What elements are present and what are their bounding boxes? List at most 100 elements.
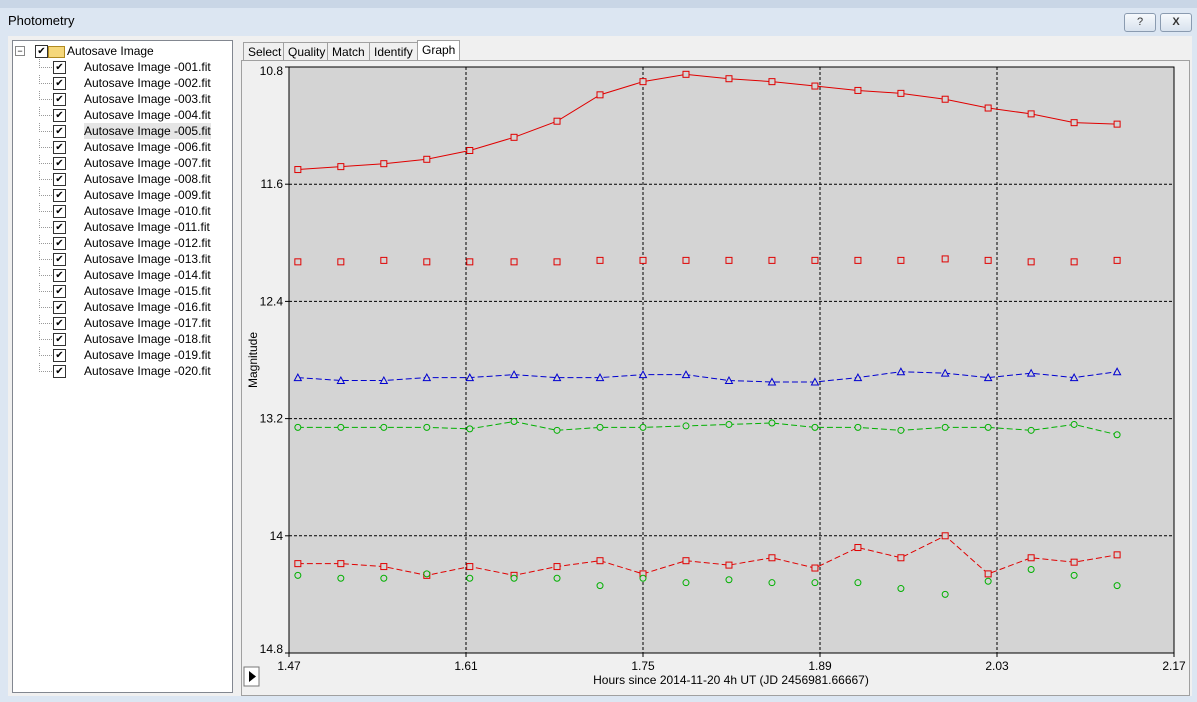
marker [682, 557, 690, 565]
checkbox[interactable]: ✔ [35, 45, 48, 58]
series-line [297, 421, 1118, 436]
marker [638, 370, 648, 379]
marker [854, 256, 862, 264]
marker [897, 426, 905, 434]
marker [854, 423, 862, 431]
marker [380, 574, 388, 582]
marker [294, 258, 302, 266]
marker [639, 78, 647, 86]
marker [1113, 120, 1121, 128]
marker [1070, 258, 1078, 266]
folder-icon [48, 46, 65, 58]
marker [1113, 256, 1121, 264]
checkbox[interactable]: ✔ [53, 285, 66, 298]
marker [553, 117, 561, 125]
tab[interactable]: Identify [369, 42, 418, 61]
marker [423, 155, 431, 163]
marker [336, 375, 346, 385]
tree-item-label: Autosave Image -013.fit [84, 252, 211, 266]
marker [854, 86, 862, 94]
tree-connector [39, 203, 54, 212]
tree-connector [39, 235, 54, 244]
marker [596, 557, 604, 565]
marker [768, 419, 776, 427]
marker [897, 89, 905, 97]
marker [380, 563, 388, 571]
checkbox[interactable]: ✔ [53, 333, 66, 346]
marker [1027, 258, 1035, 266]
tree-connector [39, 299, 54, 308]
tree-item-label: Autosave Image -020.fit [84, 364, 211, 378]
marker [595, 373, 605, 382]
marker [639, 423, 647, 431]
tree-connector [39, 75, 54, 84]
marker [682, 256, 690, 264]
close-button[interactable]: X [1160, 13, 1192, 32]
marker [854, 544, 862, 552]
marker [510, 258, 518, 266]
tree-connector [39, 331, 54, 340]
marker [1113, 551, 1121, 559]
x-tick-label: 1.47 [277, 659, 301, 673]
tree-item-label: Autosave Image -011.fit [84, 220, 210, 234]
checkbox[interactable]: ✔ [53, 141, 66, 154]
checkbox[interactable]: ✔ [53, 125, 66, 138]
marker [811, 423, 819, 431]
help-button[interactable]: ? [1124, 13, 1156, 32]
marker [940, 368, 950, 377]
tree-item-label: Autosave Image -006.fit [84, 140, 211, 154]
marker [422, 373, 432, 382]
checkbox[interactable]: ✔ [53, 237, 66, 250]
tree-connector [39, 347, 54, 356]
checkbox[interactable]: ✔ [53, 93, 66, 106]
tree-item-label: Autosave Image -016.fit [84, 300, 211, 314]
y-tick-label: 13.2 [260, 412, 284, 426]
marker [724, 375, 734, 385]
checkbox[interactable]: ✔ [53, 365, 66, 378]
tab[interactable]: Match [327, 42, 370, 61]
tree-connector [39, 139, 54, 148]
marker [983, 373, 993, 382]
tree-connector [39, 91, 54, 100]
expander[interactable]: − [15, 46, 25, 56]
marker [853, 373, 863, 382]
marker [1027, 426, 1035, 434]
checkbox[interactable]: ✔ [53, 77, 66, 90]
checkbox[interactable]: ✔ [53, 205, 66, 218]
checkbox[interactable]: ✔ [53, 349, 66, 362]
marker [1113, 431, 1121, 439]
x-tick-label: 1.61 [454, 659, 478, 673]
checkbox[interactable]: ✔ [53, 301, 66, 314]
marker [337, 163, 345, 171]
checkbox[interactable]: ✔ [53, 269, 66, 282]
checkbox[interactable]: ✔ [53, 109, 66, 122]
tree-item-label: Autosave Image -003.fit [84, 92, 211, 106]
tab[interactable]: Quality [283, 42, 331, 61]
y-tick-label: 14 [270, 529, 284, 543]
checkbox[interactable]: ✔ [53, 157, 66, 170]
series-line [297, 535, 1118, 576]
checkbox[interactable]: ✔ [53, 221, 66, 234]
y-axis-title: Magnitude [246, 332, 260, 388]
marker [337, 574, 345, 582]
tab[interactable]: Select [243, 42, 287, 61]
marker [725, 75, 733, 83]
checkbox[interactable]: ✔ [53, 61, 66, 74]
checkbox[interactable]: ✔ [53, 173, 66, 186]
checkbox[interactable]: ✔ [53, 253, 66, 266]
marker [466, 563, 474, 571]
marker [897, 554, 905, 562]
tree-root-label: Autosave Image [67, 44, 154, 58]
marker [984, 104, 992, 112]
tree-connector [39, 107, 54, 116]
marker [941, 95, 949, 103]
marker [380, 256, 388, 264]
marker [941, 590, 949, 598]
checkbox[interactable]: ✔ [53, 189, 66, 202]
marker [811, 256, 819, 264]
marker [552, 373, 562, 382]
checkbox[interactable]: ✔ [53, 317, 66, 330]
marker [1027, 565, 1035, 573]
tab[interactable]: Graph [417, 40, 461, 62]
